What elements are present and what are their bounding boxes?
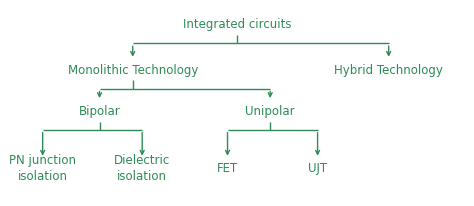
Text: Unipolar: Unipolar (246, 105, 295, 118)
Text: Bipolar: Bipolar (79, 105, 120, 118)
Text: FET: FET (217, 162, 238, 176)
Text: Hybrid Technology: Hybrid Technology (334, 63, 443, 77)
Text: UJT: UJT (308, 162, 327, 176)
Text: Dielectric
isolation: Dielectric isolation (114, 154, 170, 183)
Text: Monolithic Technology: Monolithic Technology (67, 63, 198, 77)
Text: PN junction
isolation: PN junction isolation (9, 154, 76, 183)
Text: Integrated circuits: Integrated circuits (183, 18, 291, 31)
